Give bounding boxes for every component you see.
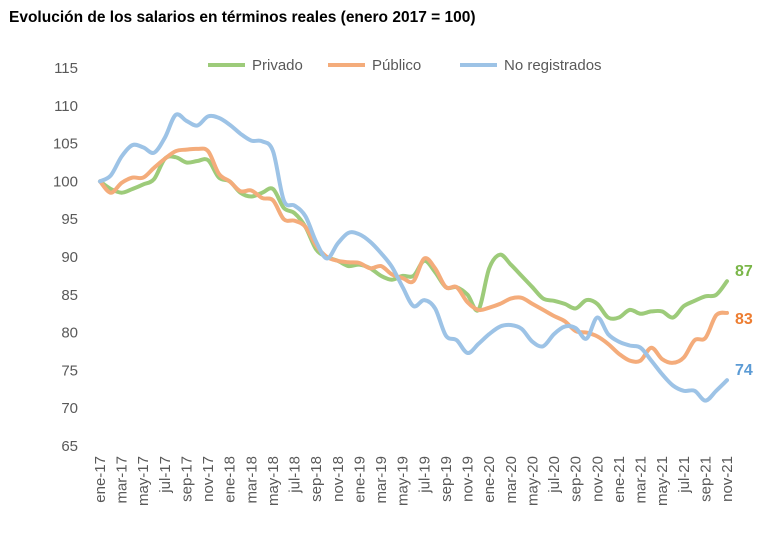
x-tick-label: mar-21 <box>633 456 650 504</box>
x-tick-label: nov-19 <box>460 456 477 502</box>
x-tick-label: may-21 <box>654 456 671 506</box>
x-tick-label: nov-18 <box>330 456 347 502</box>
y-tick-label: 115 <box>54 60 78 77</box>
y-axis: 65 70 75 80 85 90 95 100 105 110 115 <box>53 60 78 455</box>
y-tick-label: 85 <box>61 287 78 304</box>
x-tick-label: may-17 <box>135 456 152 506</box>
x-tick-label: nov-20 <box>589 456 606 502</box>
x-tick-label: jul-17 <box>157 456 174 494</box>
x-tick-label: mar-19 <box>373 456 390 504</box>
chart-title: Evolución de los salarios en términos re… <box>9 9 476 26</box>
end-labels: 87 83 74 <box>735 263 753 379</box>
end-value-label: 74 <box>735 362 753 379</box>
y-tick-label: 110 <box>54 98 78 115</box>
x-tick-label: ene-18 <box>222 456 239 503</box>
legend-label: Público <box>372 57 421 74</box>
x-tick-label: may-18 <box>265 456 282 506</box>
x-tick-label: nov-21 <box>719 456 736 502</box>
legend-label: No registrados <box>504 57 602 74</box>
y-tick-label: 105 <box>53 136 78 153</box>
series-lines <box>98 112 729 403</box>
y-tick-label: 70 <box>61 400 78 417</box>
series-line-publico <box>98 146 729 365</box>
y-tick-label: 95 <box>61 211 78 228</box>
x-tick-label: jul-20 <box>546 456 563 494</box>
x-tick-label: ene-19 <box>351 456 368 503</box>
x-tick-label: ene-20 <box>481 456 498 503</box>
x-tick-label: sep-18 <box>308 456 325 502</box>
end-value-label: 87 <box>735 263 753 280</box>
legend-label: Privado <box>252 57 303 74</box>
x-tick-label: mar-18 <box>243 456 260 504</box>
x-tick-label: sep-21 <box>697 456 714 502</box>
y-tick-label: 75 <box>61 362 78 379</box>
x-tick-label: mar-17 <box>114 456 131 504</box>
y-tick-label: 90 <box>61 249 78 266</box>
x-tick-label: sep-19 <box>438 456 455 502</box>
x-tick-label: jul-21 <box>676 456 693 494</box>
x-tick-label: nov-17 <box>200 456 217 502</box>
y-tick-label: 100 <box>53 173 78 190</box>
x-tick-label: may-20 <box>524 456 541 506</box>
x-tick-label: mar-20 <box>503 456 520 504</box>
x-tick-label: ene-21 <box>611 456 628 503</box>
series-line-no-registrados <box>98 112 729 403</box>
x-tick-label: jul-19 <box>416 456 433 494</box>
x-tick-label: jul-18 <box>287 456 304 494</box>
series-line-privado <box>98 154 729 321</box>
x-tick-label: may-19 <box>395 456 412 506</box>
x-tick-label: ene-17 <box>92 456 109 503</box>
y-tick-label: 65 <box>61 438 78 455</box>
y-tick-label: 80 <box>61 325 78 342</box>
end-value-label: 83 <box>735 311 753 328</box>
x-axis: ene-17 mar-17 may-17 jul-17 sep-17 nov-17 ene-… <box>92 456 736 506</box>
legend: Privado Público No registrados <box>208 57 602 74</box>
x-tick-label: sep-17 <box>178 456 195 502</box>
x-tick-label: sep-20 <box>568 456 585 502</box>
